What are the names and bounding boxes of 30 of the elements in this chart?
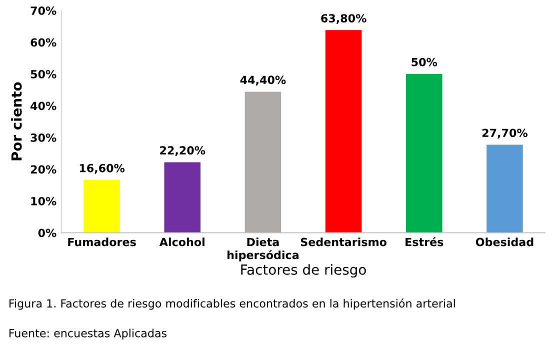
x-axis-title: Factores de riesgo (241, 264, 366, 278)
data-label: 16,60% (80, 164, 125, 174)
x-tick-label: Fumadores (68, 238, 136, 246)
x-tick-label: Sedentarismo (300, 238, 387, 246)
y-axis-title: Por ciento (11, 82, 22, 160)
bar (84, 180, 120, 233)
bar (164, 162, 201, 233)
data-label: 27,70% (482, 128, 528, 139)
bar (244, 92, 282, 233)
data-label: 63,80% (321, 14, 366, 24)
y-tick-label: 30% (30, 133, 56, 142)
y-tick-label: 70% (30, 6, 56, 15)
bar (486, 144, 523, 233)
text: Figura 1. Factores de riesgo modificables encontrados en la hipertensión arterial (9, 298, 455, 310)
bar (406, 74, 442, 233)
y-tick-label: 40% (30, 102, 56, 110)
data-label: 22,20% (160, 146, 206, 156)
x-tick-label: Estrés (406, 237, 444, 246)
source-note: Fuente: encuestas Aplicadas (9, 328, 167, 340)
data-label: 50% (412, 58, 438, 66)
y-tick-label: 20% (30, 165, 56, 174)
y-tick-label: 10% (31, 196, 56, 206)
y-tick-label: 60% (30, 38, 56, 47)
data-label: 44,40% (240, 76, 286, 86)
x-tick-label: Dieta hipersódica (228, 238, 298, 262)
y-tick-label: 50% (30, 70, 56, 78)
x-tick-label: Obesidad (476, 238, 534, 246)
bar (325, 30, 362, 233)
x-tick-label: Alcohol (159, 238, 204, 246)
y-tick-label: 0% (38, 228, 56, 238)
